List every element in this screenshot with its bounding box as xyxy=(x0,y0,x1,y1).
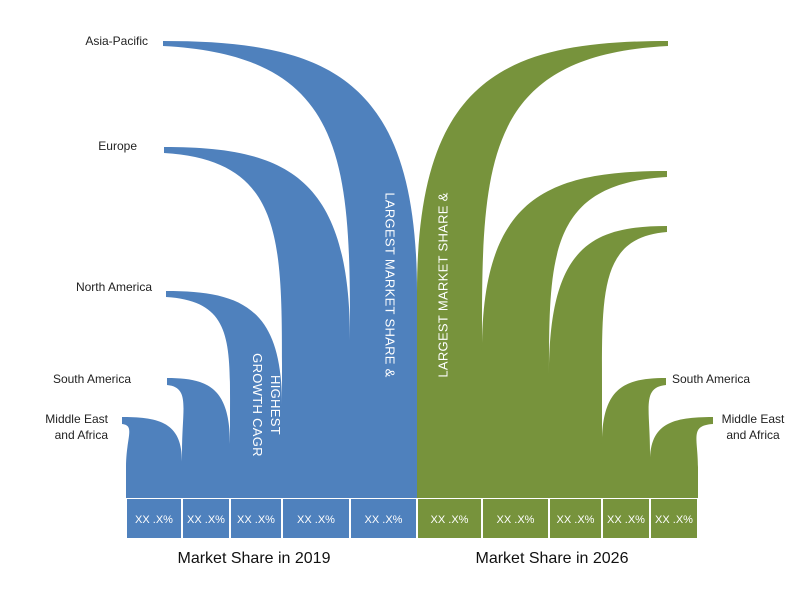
value-cell-2026-middle-east-and-africa xyxy=(651,499,697,538)
bar-2026-asia-pacific xyxy=(417,41,668,498)
region-label: Middle East xyxy=(45,412,108,426)
value-cell-2019-south-america xyxy=(183,499,229,538)
region-label: Asia-Pacific xyxy=(85,34,148,48)
value-cell-2019-europe xyxy=(283,499,349,538)
value-label: XX .X% xyxy=(187,514,225,526)
value-label: XX .X% xyxy=(655,514,693,526)
bar-note-label: LARGEST MARKET SHARE & xyxy=(383,192,398,377)
region-label: Europe xyxy=(98,139,137,153)
value-cell-2019-asia-pacific xyxy=(351,499,416,538)
chart-labels: XX .X% Middle East and Africa XX .X% South A… xyxy=(45,34,785,567)
bar-2019-middle-east-and-africa xyxy=(122,417,182,498)
value-label: XX .X% xyxy=(237,514,275,526)
bar-2019-north-america xyxy=(166,291,282,498)
bar-note-label: LARGEST MARKET SHARE & xyxy=(436,192,451,377)
bar-shapes xyxy=(122,41,713,538)
bar-2026-north-america xyxy=(549,226,667,498)
value-label: XX .X% xyxy=(135,514,173,526)
value-cell-2026-south-america xyxy=(603,499,649,538)
value-label: XX .X% xyxy=(365,514,403,526)
bar-note-label: GROWTH CAGR xyxy=(250,353,265,457)
value-cell-2026-north-america xyxy=(550,499,601,538)
region-label: and Africa xyxy=(55,428,109,442)
region-label: South America xyxy=(53,372,131,386)
region-label: South America xyxy=(672,372,750,386)
value-label: XX .X% xyxy=(607,514,645,526)
bar-2019-south-america xyxy=(167,378,230,498)
value-cell-2026-europe xyxy=(483,499,548,538)
bar-2026-middle-east-and-africa xyxy=(650,417,713,498)
value-cell-2019-middle-east-and-africa xyxy=(127,499,181,538)
bar-2019-europe xyxy=(164,147,350,498)
value-label: XX .X% xyxy=(557,514,595,526)
bar-2019-asia-pacific xyxy=(163,41,417,498)
value-cell-2026-asia-pacific xyxy=(418,499,481,538)
group-label-2026: Market Share in 2026 xyxy=(476,550,629,567)
bar-note-label: HIGHEST xyxy=(268,375,283,435)
region-label: North America xyxy=(76,280,152,294)
region-label: Middle East xyxy=(722,412,785,426)
value-label: XX .X% xyxy=(497,514,535,526)
group-label-2019: Market Share in 2019 xyxy=(178,550,331,567)
value-label: XX .X% xyxy=(431,514,469,526)
region-label: and Africa xyxy=(726,428,780,442)
value-label: XX .X% xyxy=(297,514,335,526)
value-cell-2019-north-america xyxy=(231,499,281,538)
bar-2026-europe xyxy=(482,171,667,498)
